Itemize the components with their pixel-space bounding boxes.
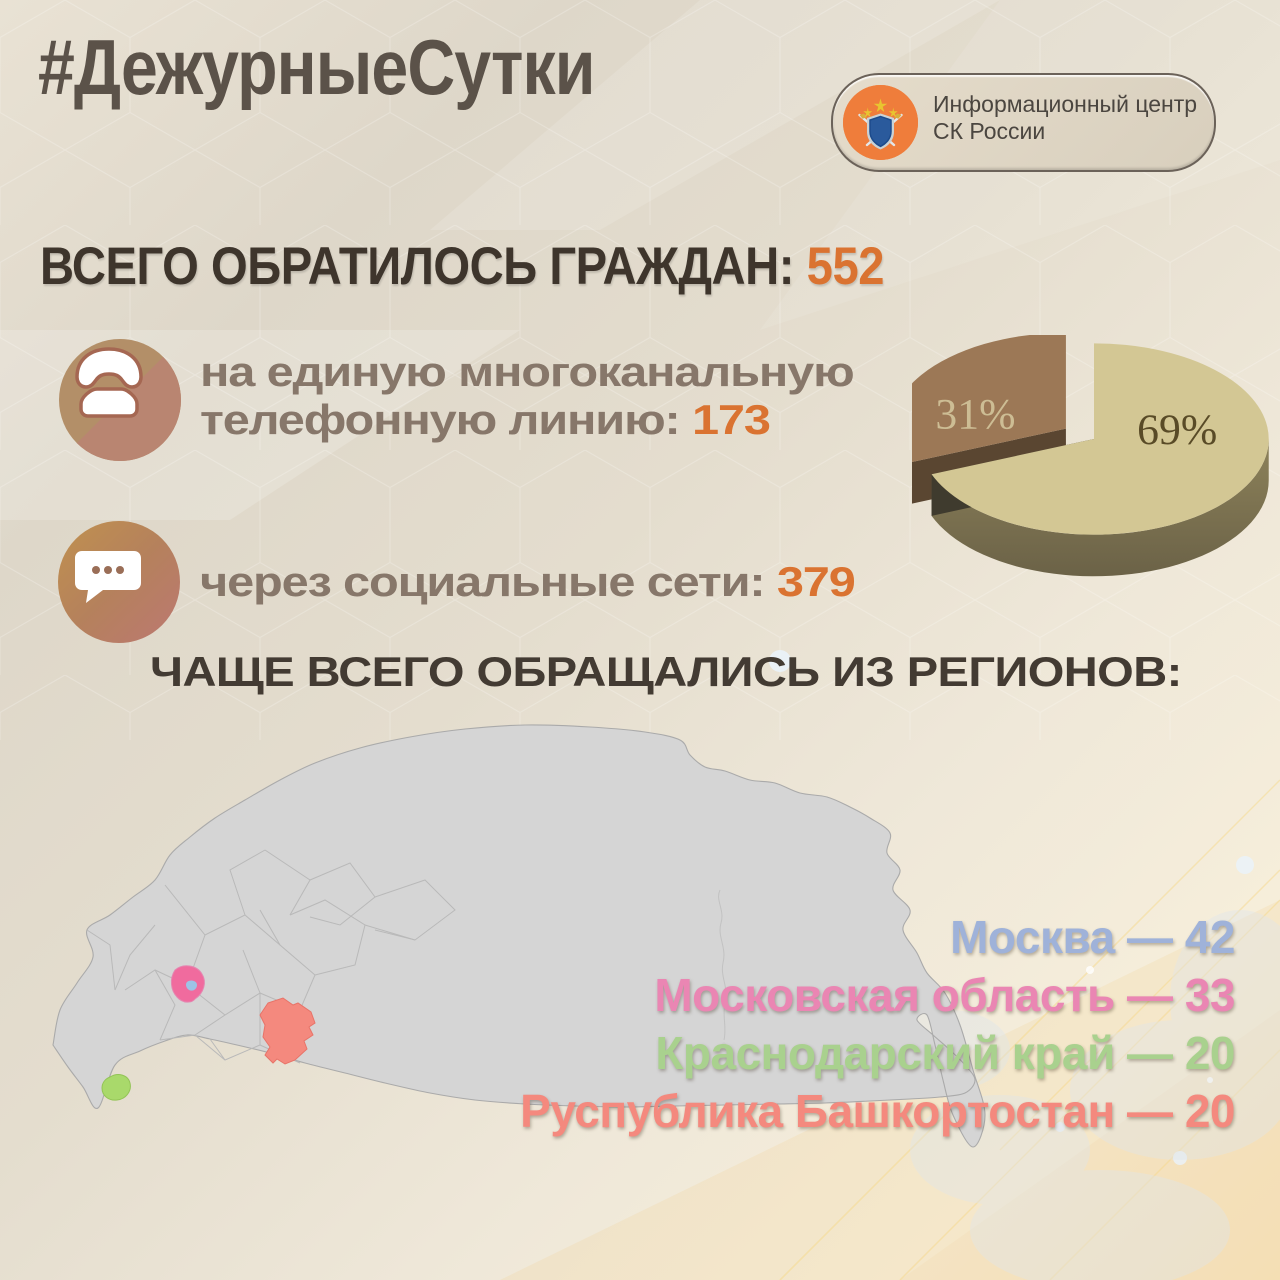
svg-text:69%: 69% — [1137, 406, 1217, 454]
svg-text:31%: 31% — [935, 391, 1015, 439]
